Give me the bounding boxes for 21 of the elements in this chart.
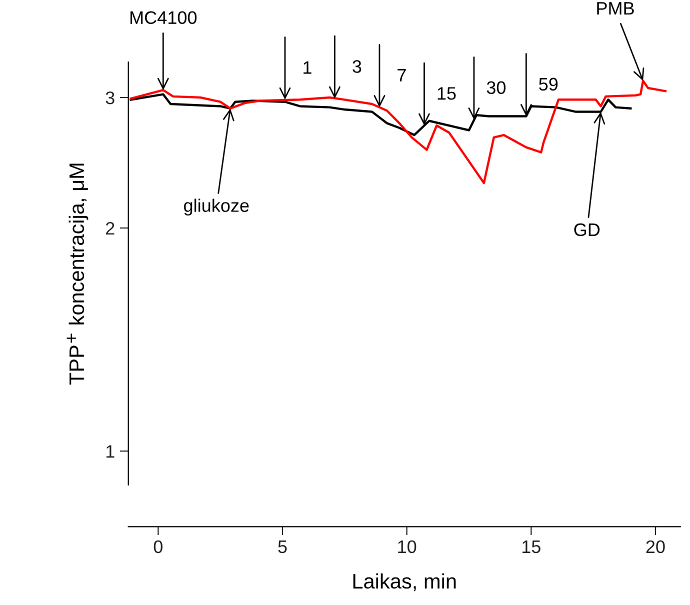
annotation: 3 [352,60,362,73]
annotation: 1 [304,61,312,74]
annotation: 59 [539,78,558,91]
y-tick-label: 2 [106,222,114,235]
x-tick-label: 15 [522,540,540,554]
y-tick-label: 1 [106,445,114,458]
annotation: 30 [486,81,506,94]
y-axis-title: TPP$^{+}$ koncentracija, μM [66,164,88,385]
annotation: gliukoze [184,198,249,216]
x-axis-title: Laikas, min [353,573,456,592]
annotation: PMB [597,2,634,15]
annotation: GD [574,223,600,236]
x-tick-label: 0 [154,540,162,554]
annotation: 7 [398,69,406,82]
annotation: 15 [438,87,456,100]
line-series [130,80,667,184]
y-tick-label: 3 [106,91,114,104]
x-tick-label: 5 [278,540,287,554]
annotation: MC4100 [130,11,197,24]
x-tick-label: 20 [646,540,665,554]
x-tick-label: 10 [398,540,416,554]
